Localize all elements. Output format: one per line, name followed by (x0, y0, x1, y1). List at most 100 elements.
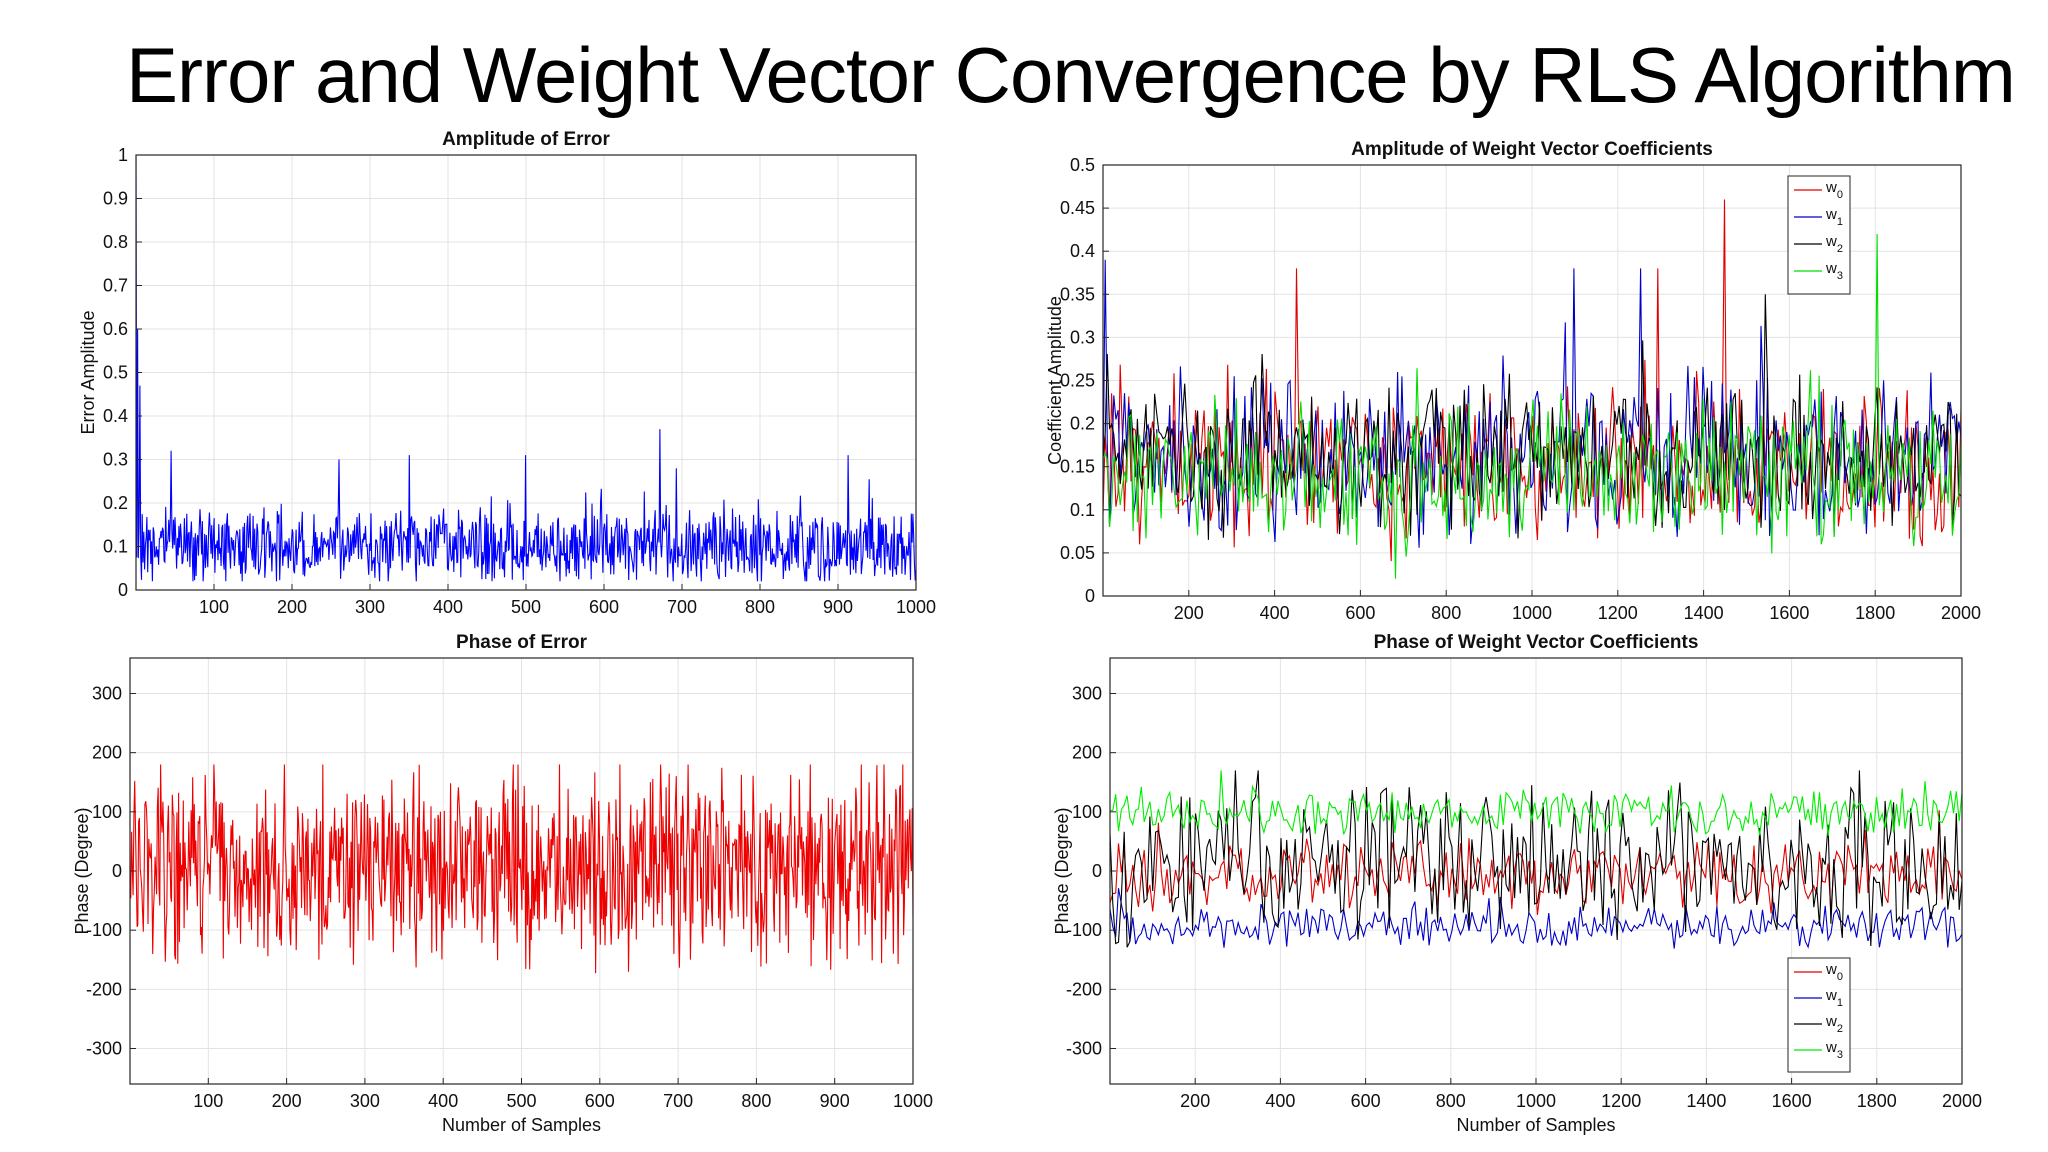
series-line-w3 (1103, 233, 1961, 579)
x-tick-label: 1000 (1516, 1091, 1556, 1111)
chart-title: Phase of Error (456, 632, 588, 653)
y-tick-label: 0.3 (1070, 327, 1095, 347)
y-tick-label: 0 (1092, 861, 1102, 881)
x-axis-label: Number of Samples (442, 1115, 601, 1135)
y-tick-label: 0.25 (1060, 371, 1095, 391)
x-tick-label: 900 (820, 1091, 850, 1111)
chart-title: Amplitude of Error (442, 129, 610, 150)
panel-phase-of-weight-vector: 200 400 600 800 1000 1200 1400 1600 1800 2000-300… (1052, 632, 1982, 1135)
series-line-data (136, 155, 916, 582)
x-tick-label: 300 (355, 597, 385, 617)
series-line-w0 (1110, 810, 1962, 915)
y-tick-label: 0.15 (1060, 457, 1095, 477)
y-tick-label: -100 (86, 920, 122, 940)
y-tick-label: 0.5 (1070, 155, 1095, 175)
x-tick-label: 600 (585, 1091, 615, 1111)
x-tick-label: 200 (272, 1091, 302, 1111)
y-tick-label: 300 (1072, 684, 1102, 704)
x-tick-label: 900 (823, 597, 853, 617)
y-tick-label: 0.9 (103, 189, 128, 209)
x-tick-label: 600 (1345, 603, 1375, 623)
y-axis-label: Phase (Degree) (72, 807, 92, 934)
y-tick-label: 0.4 (1070, 241, 1095, 261)
x-tick-label: 800 (1436, 1091, 1466, 1111)
x-tick-label: 200 (1174, 603, 1204, 623)
y-tick-label: -300 (1066, 1039, 1102, 1059)
y-tick-label: 200 (1072, 743, 1102, 763)
x-tick-label: 1200 (1601, 1091, 1641, 1111)
y-tick-label: 0.2 (103, 493, 128, 513)
y-tick-label: 100 (1072, 802, 1102, 822)
x-tick-label: 400 (433, 597, 463, 617)
x-tick-label: 2000 (1942, 1091, 1982, 1111)
y-axis-label: Error Amplitude (78, 310, 98, 434)
x-tick-label: 700 (667, 597, 697, 617)
y-tick-label: 0.45 (1060, 198, 1095, 218)
y-tick-label: -200 (86, 979, 122, 999)
x-tick-label: 1600 (1769, 603, 1809, 623)
y-tick-label: 0 (112, 861, 122, 881)
series-line-w2 (1110, 770, 1962, 948)
y-tick-label: 0.6 (103, 319, 128, 339)
x-axis-label: Number of Samples (1456, 1115, 1615, 1135)
y-axis-label: Phase (Degree) (1052, 807, 1072, 934)
y-tick-label: 0.35 (1060, 284, 1095, 304)
y-tick-label: 0.4 (103, 406, 128, 426)
y-tick-label: 0.1 (1070, 500, 1095, 520)
x-tick-label: 800 (1431, 603, 1461, 623)
y-tick-label: 0.05 (1060, 543, 1095, 563)
x-tick-label: 1600 (1772, 1091, 1812, 1111)
x-tick-label: 600 (1351, 1091, 1381, 1111)
x-tick-label: 1400 (1684, 603, 1724, 623)
y-tick-label: 1 (118, 145, 128, 165)
chart-title: Amplitude of Weight Vector Coefficients (1351, 139, 1713, 160)
x-tick-label: 700 (663, 1091, 693, 1111)
y-tick-label: -200 (1066, 979, 1102, 999)
x-tick-label: 200 (277, 597, 307, 617)
y-tick-label: -100 (1066, 920, 1102, 940)
x-tick-label: 400 (1260, 603, 1290, 623)
y-tick-label: 0.5 (103, 363, 128, 383)
y-tick-label: 0.2 (1070, 414, 1095, 434)
x-tick-label: 100 (193, 1091, 223, 1111)
y-tick-label: 0 (1085, 586, 1095, 606)
x-tick-label: 1000 (893, 1091, 933, 1111)
x-tick-label: 600 (589, 597, 619, 617)
y-tick-label: 0 (118, 580, 128, 600)
y-tick-label: 0.1 (103, 537, 128, 557)
x-tick-label: 1800 (1855, 603, 1895, 623)
x-tick-label: 2000 (1941, 603, 1981, 623)
x-tick-label: 300 (350, 1091, 380, 1111)
x-tick-label: 1000 (896, 597, 936, 617)
slide-title: Error and Weight Vector Convergence by R… (126, 31, 2016, 119)
x-tick-label: 500 (511, 597, 541, 617)
x-tick-label: 1200 (1598, 603, 1638, 623)
panel-phase-of-error: 100 200 300 400 500 600 700 800 900 1000-300-200-… (72, 632, 933, 1135)
x-tick-label: 400 (1265, 1091, 1295, 1111)
series-line-w3 (1110, 770, 1962, 836)
y-tick-label: 100 (92, 802, 122, 822)
x-tick-label: 400 (428, 1091, 458, 1111)
x-tick-label: 500 (506, 1091, 536, 1111)
y-tick-label: 200 (92, 743, 122, 763)
x-tick-label: 800 (745, 597, 775, 617)
x-tick-label: 1800 (1857, 1091, 1897, 1111)
series-line-data (130, 764, 913, 974)
y-axis-label: Coefficient Amplitude (1045, 296, 1065, 465)
x-tick-label: 100 (199, 597, 229, 617)
y-tick-label: 0.7 (103, 276, 128, 296)
x-tick-label: 1400 (1686, 1091, 1726, 1111)
chart-title: Phase of Weight Vector Coefficients (1374, 632, 1699, 653)
panel-amplitude-of-error: 100 200 300 400 500 600 700 800 900 1000 0 0.1 0.2 0.… (78, 129, 936, 617)
x-tick-label: 800 (741, 1091, 771, 1111)
x-tick-label: 200 (1180, 1091, 1210, 1111)
y-tick-label: 0.8 (103, 232, 128, 252)
x-tick-label: 1000 (1512, 603, 1552, 623)
panel-amplitude-of-weight-vector: 200 400 600 800 1000 1200 1400 1600 1800 2000 0 0.0… (1045, 139, 1981, 623)
y-tick-label: -300 (86, 1039, 122, 1059)
y-tick-label: 0.3 (103, 450, 128, 470)
y-tick-label: 300 (92, 684, 122, 704)
